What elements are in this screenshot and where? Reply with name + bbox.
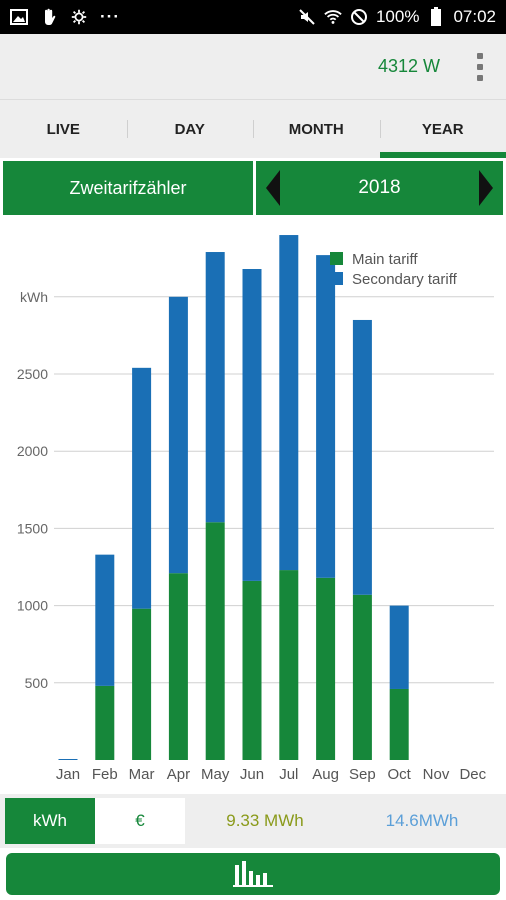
overflow-menu-icon[interactable] (474, 52, 486, 81)
unit-kwh-button[interactable]: kWh (5, 798, 95, 844)
bar-main-tariff (205, 522, 225, 760)
year-chart: 500 1000 1500 2000 2500 kWh Jan Feb Mar Apr May Jun… (0, 218, 506, 792)
tab-live[interactable]: LIVE (46, 120, 80, 138)
menu-dot (477, 63, 483, 70)
tab-month[interactable]: MONTH (253, 100, 380, 158)
y-tick-label: 500 (25, 675, 49, 691)
battery-level: 100% (375, 7, 420, 26)
period-selector: Zweitarifzähler 2018 (0, 158, 506, 218)
bar-main-tariff (95, 685, 115, 760)
x-tick-label: Oct (388, 766, 412, 783)
bar-secondary-tariff (352, 319, 372, 595)
battery-icon (427, 7, 445, 26)
y-tick-label: 1000 (17, 598, 48, 614)
x-tick-label: Jun (240, 766, 264, 783)
bar-secondary-tariff (95, 554, 115, 686)
bar-chart-icon (233, 861, 273, 887)
chart-view-button[interactable] (6, 853, 500, 895)
legend-swatch-secondary (330, 272, 343, 285)
bar-main-tariff (389, 688, 409, 760)
y-tick-label: kWh (20, 289, 48, 305)
total-secondary-tariff: 14.6MWh (385, 811, 459, 830)
x-tick-label: Jan (56, 766, 80, 783)
bar-main-tariff (132, 608, 152, 760)
more-notifications: ··· (100, 7, 120, 26)
bar-secondary-tariff (205, 252, 225, 523)
year-label: 2018 (358, 177, 401, 198)
year-selector: 2018 (256, 161, 503, 215)
bar-secondary-tariff (242, 269, 262, 581)
bar-secondary-tariff (58, 759, 78, 760)
y-tick-label: 2000 (17, 443, 48, 459)
chart-canvas: 500 1000 1500 2000 2500 kWh Jan Feb Mar Apr May Jun… (17, 235, 494, 783)
meter-selector[interactable]: Zweitarifzähler (3, 161, 253, 215)
mute-icon (298, 8, 316, 26)
do-not-disturb-icon (350, 8, 368, 26)
x-tick-label: Feb (92, 766, 118, 783)
y-tick-label: 1500 (17, 520, 48, 536)
clock: 07:02 (453, 7, 496, 26)
legend-swatch-main (330, 252, 343, 265)
previous-year-icon[interactable] (266, 170, 280, 206)
bar-main-tariff (279, 570, 299, 760)
x-tick-label: Sep (349, 766, 376, 783)
legend-label-main: Main tariff (352, 251, 418, 268)
y-tick-label: 2500 (17, 366, 48, 382)
status-left: ··· (10, 7, 120, 27)
bar-secondary-tariff (316, 255, 336, 578)
x-tick-label: Apr (167, 766, 190, 783)
x-tick-label: May (201, 766, 230, 783)
bar-secondary-tariff (279, 235, 299, 571)
tab-year[interactable]: YEAR (379, 100, 506, 158)
total-main-tariff: 9.33 MWh (226, 811, 304, 830)
bar-secondary-tariff (132, 367, 152, 609)
summary-bar: kWh € 9.33 MWh 14.6MWh (0, 794, 506, 848)
x-tick-label: Nov (423, 766, 450, 783)
bar-main-tariff (168, 573, 188, 760)
bar-secondary-tariff (168, 296, 188, 574)
x-tick-label: Mar (129, 766, 155, 783)
brightness-icon (70, 8, 88, 26)
menu-dot (477, 74, 483, 81)
bar-main-tariff (316, 577, 336, 760)
gallery-icon (10, 8, 28, 26)
unit-euro-button[interactable]: € (95, 798, 185, 844)
x-tick-label: Dec (459, 766, 486, 783)
legend-label-secondary: Secondary tariff (352, 271, 458, 288)
status-bar: ··· 100% 07:02 (0, 0, 506, 34)
status-right: 100% 07:02 (298, 7, 496, 27)
next-year-icon[interactable] (479, 170, 493, 206)
wifi-icon (324, 8, 342, 26)
current-power: 4312 W (377, 56, 440, 76)
x-tick-label: Aug (312, 766, 339, 783)
menu-dot (477, 52, 483, 59)
bar-main-tariff (242, 580, 262, 760)
bar-main-tariff (352, 594, 372, 760)
tab-bar: LIVE DAY MONTH YEAR (0, 100, 506, 158)
x-tick-label: Jul (279, 766, 298, 783)
tab-day[interactable]: DAY (126, 100, 254, 158)
bar-secondary-tariff (389, 605, 409, 689)
app-bar: 4312 W (0, 34, 506, 100)
hand-icon (40, 8, 58, 26)
